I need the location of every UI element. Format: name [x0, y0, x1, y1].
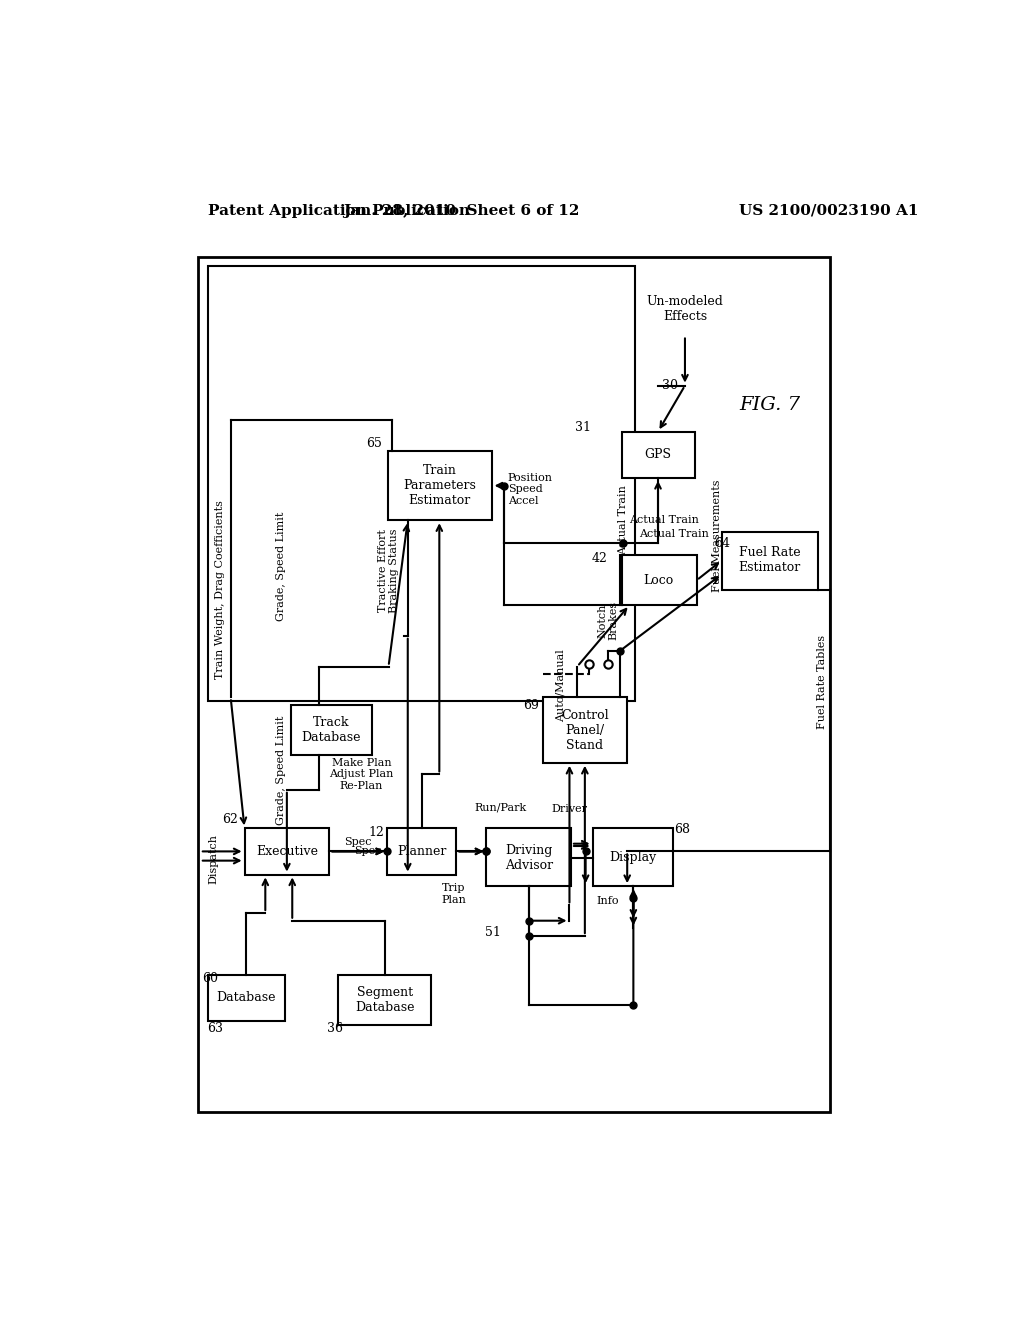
Text: 63: 63: [208, 1022, 223, 1035]
Text: Jan. 28, 2010  Sheet 6 of 12: Jan. 28, 2010 Sheet 6 of 12: [343, 203, 580, 218]
Text: Actual Train: Actual Train: [618, 486, 629, 556]
Text: 64: 64: [714, 537, 730, 550]
Text: Driver: Driver: [552, 804, 588, 814]
Text: Track
Database: Track Database: [301, 715, 360, 743]
Text: Database: Database: [216, 991, 275, 1005]
Text: Info: Info: [597, 896, 620, 907]
Text: Run/Park: Run/Park: [474, 803, 526, 813]
Text: Notch
Brakes: Notch Brakes: [597, 601, 618, 640]
Text: Control
Panel/
Stand: Control Panel/ Stand: [561, 709, 608, 752]
Bar: [486, 829, 571, 886]
Text: 62: 62: [222, 813, 239, 825]
Text: Executive: Executive: [256, 845, 317, 858]
Text: Patent Application Publication: Patent Application Publication: [208, 203, 470, 218]
Text: 42: 42: [592, 552, 608, 565]
Text: Trip
Plan: Trip Plan: [441, 883, 466, 904]
Text: Grade, Speed Limit: Grade, Speed Limit: [275, 715, 286, 825]
Bar: [339, 974, 431, 1024]
Text: 69: 69: [523, 698, 539, 711]
Bar: [543, 697, 628, 763]
Bar: [245, 829, 330, 875]
Bar: [387, 829, 457, 875]
Text: Train Weight, Drag Coefficients: Train Weight, Drag Coefficients: [215, 500, 225, 678]
Text: Segment
Database: Segment Database: [355, 986, 415, 1014]
Text: 51: 51: [484, 925, 501, 939]
Text: Fuel Measurements: Fuel Measurements: [713, 479, 722, 591]
Bar: [722, 532, 818, 590]
Text: 30: 30: [662, 379, 678, 392]
Text: 12: 12: [369, 825, 385, 838]
Bar: [622, 432, 695, 478]
Text: 36: 36: [327, 1022, 343, 1035]
Bar: [388, 451, 492, 520]
Text: Spec: Spec: [354, 846, 382, 857]
Text: Driving
Advisor: Driving Advisor: [505, 843, 553, 871]
Text: Make Plan
Adjust Plan
Re-Plan: Make Plan Adjust Plan Re-Plan: [330, 758, 394, 791]
Text: Fuel Rate Tables: Fuel Rate Tables: [817, 635, 827, 729]
Bar: [208, 267, 635, 701]
Text: US 2100/0023190 A1: US 2100/0023190 A1: [739, 203, 919, 218]
Text: 31: 31: [575, 421, 591, 434]
Text: Tractive Effort
Braking Status: Tractive Effort Braking Status: [378, 528, 399, 612]
Text: Display: Display: [609, 851, 657, 865]
Text: FIG. 7: FIG. 7: [739, 396, 800, 413]
Bar: [620, 554, 696, 605]
Bar: [291, 705, 372, 755]
Text: Planner: Planner: [397, 845, 446, 858]
Text: Position
Speed
Accel: Position Speed Accel: [508, 473, 553, 506]
Text: 65: 65: [367, 437, 382, 450]
Text: Spec: Spec: [344, 837, 372, 847]
Text: Train
Parameters
Estimator: Train Parameters Estimator: [402, 465, 476, 507]
Bar: [593, 829, 674, 886]
Text: Un-modeled
Effects: Un-modeled Effects: [646, 294, 723, 322]
Text: Actual Train: Actual Train: [639, 529, 709, 539]
Text: Grade, Speed Limit: Grade, Speed Limit: [275, 512, 286, 622]
Text: 68: 68: [674, 824, 690, 837]
Text: GPS: GPS: [644, 449, 672, 462]
Bar: [208, 974, 285, 1020]
Text: Auto/Manual: Auto/Manual: [555, 649, 565, 722]
Text: Loco: Loco: [643, 574, 673, 587]
Text: 60: 60: [202, 972, 218, 985]
Text: Dispatch: Dispatch: [209, 834, 219, 884]
Bar: [199, 257, 829, 1111]
Text: Actual Train: Actual Train: [630, 515, 699, 525]
Text: Fuel Rate
Estimator: Fuel Rate Estimator: [738, 546, 801, 574]
